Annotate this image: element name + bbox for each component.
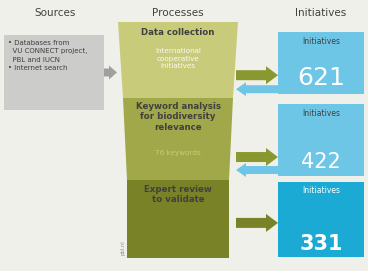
Polygon shape <box>236 148 278 166</box>
Text: Data collection: Data collection <box>141 28 215 37</box>
Text: 76 keywords: 76 keywords <box>155 150 201 156</box>
Text: 422: 422 <box>301 152 341 172</box>
Text: Initiatives: Initiatives <box>302 186 340 195</box>
FancyBboxPatch shape <box>4 35 104 110</box>
Text: pbl.nl: pbl.nl <box>121 240 126 255</box>
Text: International
cooperative
initiatives: International cooperative initiatives <box>155 48 201 69</box>
Polygon shape <box>104 66 117 79</box>
Text: • Databases from
  VU CONNECT project,
  PBL and IUCN
• Internet search: • Databases from VU CONNECT project, PBL… <box>8 40 87 71</box>
Polygon shape <box>127 180 229 258</box>
Text: Initiatives: Initiatives <box>302 37 340 46</box>
Polygon shape <box>118 22 238 98</box>
FancyBboxPatch shape <box>278 104 364 176</box>
FancyBboxPatch shape <box>278 182 364 257</box>
FancyBboxPatch shape <box>278 32 364 94</box>
Text: Processes: Processes <box>152 8 204 18</box>
Text: 621: 621 <box>297 66 345 90</box>
Polygon shape <box>123 98 233 180</box>
Text: Keyword analysis
for biodiversity
relevance: Keyword analysis for biodiversity releva… <box>135 102 220 132</box>
Polygon shape <box>236 82 278 96</box>
Polygon shape <box>236 66 278 84</box>
Text: Sources: Sources <box>34 8 76 18</box>
Text: Initiatives: Initiatives <box>296 8 347 18</box>
Text: Initiatives: Initiatives <box>302 109 340 118</box>
Polygon shape <box>236 163 278 177</box>
Text: 331: 331 <box>299 234 343 254</box>
Text: Expert review
to validate: Expert review to validate <box>144 185 212 204</box>
Polygon shape <box>236 214 278 232</box>
